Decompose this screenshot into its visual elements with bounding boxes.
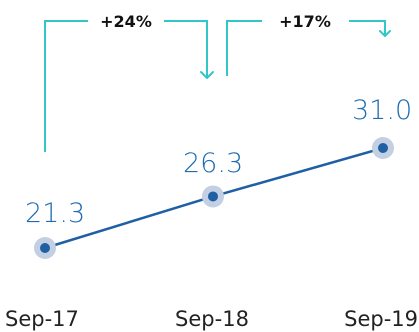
growth-bracket-right-1: [164, 20, 208, 78]
data-point-sep-17: [40, 243, 50, 253]
growth-brackets: +24% +17%: [44, 12, 391, 152]
value-labels: 21.3 26.3 31.0: [25, 95, 412, 229]
growth-arrowhead-2: [379, 30, 391, 37]
growth-bracket-right-2: [349, 20, 386, 36]
value-label-sep-17: 21.3: [25, 198, 85, 229]
value-label-sep-19: 31.0: [352, 95, 412, 126]
data-point-sep-18: [208, 191, 218, 202]
growth-bracket-left-1: [44, 20, 88, 152]
growth-arrowhead-1: [200, 71, 214, 79]
growth-label-2: +17%: [279, 12, 331, 31]
growth-label-1: +24%: [100, 12, 152, 31]
x-axis-tick-labels: Sep-17 Sep-18 Sep-19: [5, 307, 418, 331]
value-label-sep-18: 26.3: [183, 148, 243, 179]
tick-label-sep-19: Sep-19: [344, 307, 418, 331]
tick-label-sep-18: Sep-18: [175, 307, 249, 331]
data-point-sep-19: [378, 143, 388, 153]
growth-bracket-left-2: [226, 20, 262, 76]
tick-label-sep-17: Sep-17: [5, 307, 79, 331]
data-points: [34, 137, 394, 259]
